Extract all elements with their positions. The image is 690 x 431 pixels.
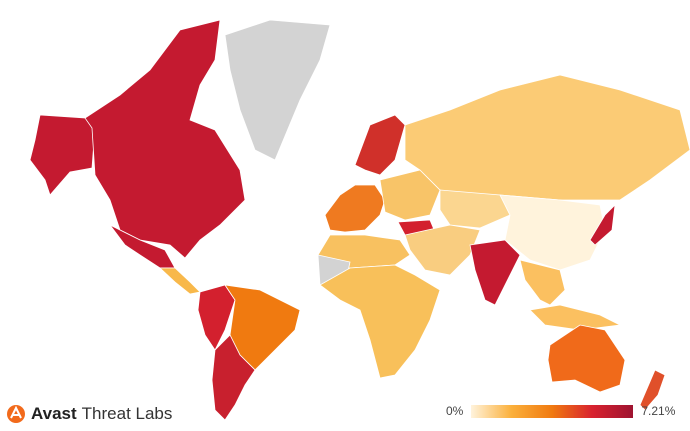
legend-min-label: 0% bbox=[446, 404, 464, 418]
avast-logo-icon bbox=[7, 405, 25, 423]
region-russia[interactable]: Russia bbox=[404, 74, 690, 201]
region-new-zealand[interactable]: New Zealand bbox=[639, 369, 666, 411]
avast-logo: Avast Threat Labs bbox=[6, 404, 172, 424]
region-alaska[interactable]: Alaska bbox=[29, 114, 96, 196]
region-indonesia[interactable]: Indonesia bbox=[529, 304, 622, 331]
region-middle-east[interactable]: Middle East bbox=[404, 224, 481, 276]
legend-gradient-bar bbox=[471, 404, 634, 418]
region-china[interactable]: China bbox=[499, 194, 606, 271]
region-australia[interactable]: Australia bbox=[547, 324, 626, 393]
region-central-america[interactable]: Central America bbox=[158, 267, 201, 295]
region-scandinavia[interactable]: Scandinavia bbox=[354, 114, 406, 176]
region-greenland[interactable]: Greenland bbox=[224, 19, 331, 161]
region-india[interactable]: India bbox=[469, 239, 521, 306]
region-western-europe[interactable]: Western Europe bbox=[324, 184, 386, 233]
region-southeast-asia[interactable]: Southeast Asia bbox=[519, 259, 566, 306]
color-legend: 0% 7.21% bbox=[446, 404, 675, 418]
region-brazil[interactable]: Brazil bbox=[224, 284, 301, 371]
legend-max-label: 7.21% bbox=[641, 404, 676, 418]
region-sub-saharan-africa[interactable]: Sub-Saharan Africa bbox=[319, 264, 441, 379]
brand-subtitle: Threat Labs bbox=[81, 404, 173, 423]
brand-name: Avast bbox=[31, 404, 77, 423]
region-north-america[interactable]: North America (Canada, USA) bbox=[84, 19, 246, 259]
region-japan[interactable]: Japan bbox=[589, 203, 616, 246]
region-southern-cone[interactable]: Southern Cone (Chile, Argentina) bbox=[211, 334, 256, 421]
region-central-asia[interactable]: Central Asia bbox=[439, 189, 511, 229]
